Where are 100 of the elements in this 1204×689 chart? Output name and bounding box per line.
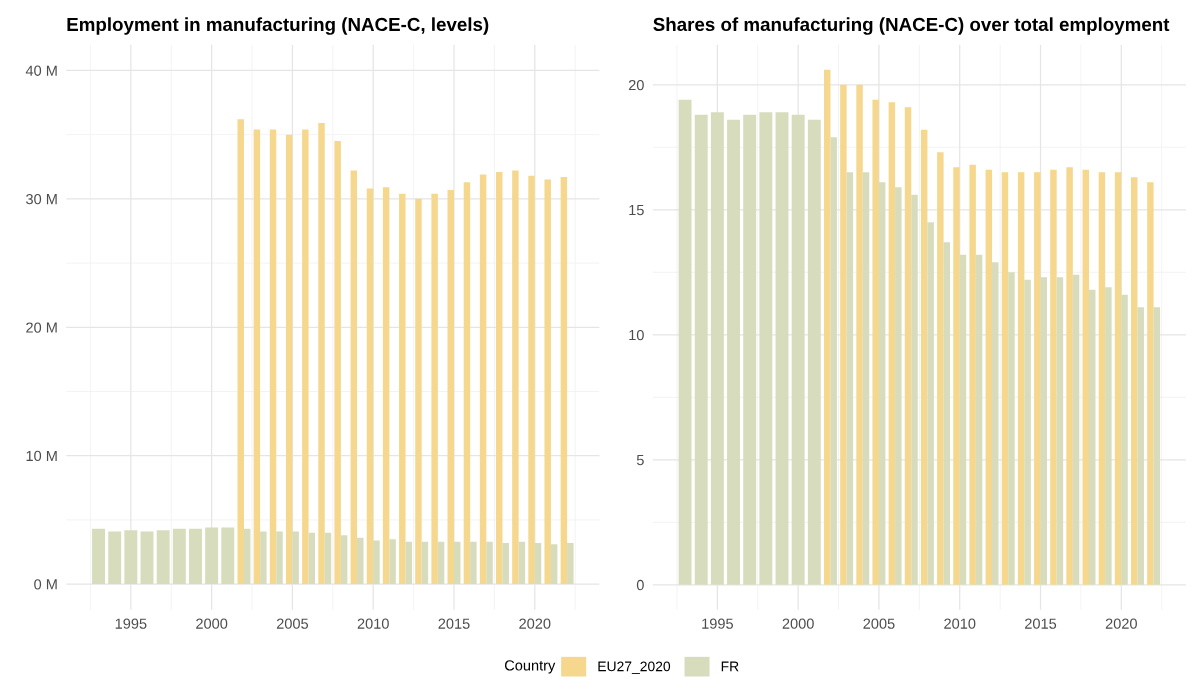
x-tick-label: 1995: [115, 618, 147, 629]
bar: [1001, 172, 1009, 585]
bar: [862, 172, 870, 585]
bar: [528, 175, 535, 585]
bar: [350, 170, 358, 585]
bar: [334, 141, 341, 585]
x-tick-label: 2015: [438, 618, 470, 629]
bar: [340, 535, 348, 585]
bar: [567, 542, 574, 585]
bar: [937, 152, 944, 585]
bar: [1008, 272, 1015, 585]
x-tick-label: 2005: [276, 618, 309, 629]
bar: [415, 198, 422, 585]
bar: [479, 174, 487, 585]
bar: [324, 532, 332, 585]
bar: [1088, 289, 1096, 585]
bar: [969, 164, 976, 585]
x-tick-label: 2020: [519, 618, 551, 629]
y-tick-label: 20 M: [26, 322, 57, 333]
bar: [237, 119, 244, 585]
bar: [872, 99, 879, 585]
bar: [1034, 172, 1041, 585]
bar: [437, 541, 445, 585]
bar: [856, 84, 863, 585]
bar: [308, 532, 316, 585]
y-tick-label: 15: [629, 205, 644, 216]
chart-title: Shares of manufacturing (NACE-C) over total employment: [653, 17, 1170, 35]
bar: [486, 541, 493, 585]
bar: [550, 544, 558, 585]
bar: [975, 254, 983, 585]
bar: [1147, 182, 1154, 585]
bar: [1050, 169, 1057, 585]
bar: [824, 69, 831, 585]
bar: [512, 170, 519, 585]
bar: [366, 188, 374, 585]
y-tick-label: 0 M: [34, 579, 57, 590]
bar: [1024, 279, 1031, 585]
y-tick-label: 10 M: [26, 450, 57, 462]
x-tick-label: 1995: [702, 618, 733, 629]
bar: [470, 541, 477, 585]
bar: [1131, 177, 1138, 585]
bar: [846, 172, 854, 585]
bar: [959, 254, 967, 585]
bar: [399, 193, 406, 585]
bar: [830, 137, 837, 585]
bar: [382, 187, 390, 585]
bar: [1153, 307, 1161, 585]
bar: [357, 537, 364, 585]
bar: [405, 541, 412, 585]
bar: [911, 194, 918, 585]
chart-title: Employment in manufacturing (NACE-C, levels): [67, 17, 489, 35]
legend-label: EU27_2020: [598, 661, 671, 674]
x-tick-label: 2000: [782, 618, 814, 629]
bar: [1098, 172, 1106, 585]
bar: [560, 177, 568, 585]
bar: [502, 542, 509, 585]
bar: [1017, 172, 1025, 585]
x-tick-label: 2020: [1105, 618, 1137, 629]
bar: [985, 169, 993, 585]
bar: [518, 541, 526, 585]
bar: [269, 129, 277, 585]
bar: [1082, 169, 1089, 585]
bar: [888, 102, 896, 585]
bar: [1114, 172, 1122, 585]
bar: [1137, 307, 1144, 585]
y-tick-label: 20: [628, 79, 644, 91]
bar: [389, 539, 396, 585]
bar: [1056, 277, 1064, 585]
bar: [878, 182, 886, 585]
bar: [454, 541, 461, 585]
bar: [260, 531, 267, 585]
bar: [421, 541, 429, 585]
bar: [920, 129, 928, 585]
bar: [1066, 167, 1073, 585]
bar: [544, 179, 551, 585]
bar: [431, 193, 438, 585]
legend-label: FR: [721, 661, 739, 672]
legend-title: Country: [504, 660, 556, 674]
bar: [463, 182, 471, 585]
bar: [373, 540, 380, 585]
bar: [253, 129, 261, 585]
bar: [953, 167, 960, 585]
y-tick-label: 10: [629, 329, 644, 341]
x-tick-label: 2015: [1025, 618, 1057, 629]
bar: [276, 531, 283, 585]
x-tick-label: 2005: [863, 618, 895, 629]
bar: [895, 187, 902, 585]
bar: [943, 242, 951, 585]
x-tick-label: 2000: [196, 618, 228, 629]
bar: [904, 107, 912, 585]
bar: [292, 531, 299, 585]
bar: [840, 84, 847, 585]
y-tick-label: 40 M: [25, 65, 57, 76]
bar: [318, 123, 325, 585]
bar: [1105, 287, 1112, 585]
x-tick-label: 2010: [357, 618, 389, 629]
y-tick-label: 30 M: [26, 193, 57, 205]
bar: [302, 129, 309, 585]
bar: [496, 171, 503, 585]
y-tick-label: 0: [636, 579, 644, 591]
